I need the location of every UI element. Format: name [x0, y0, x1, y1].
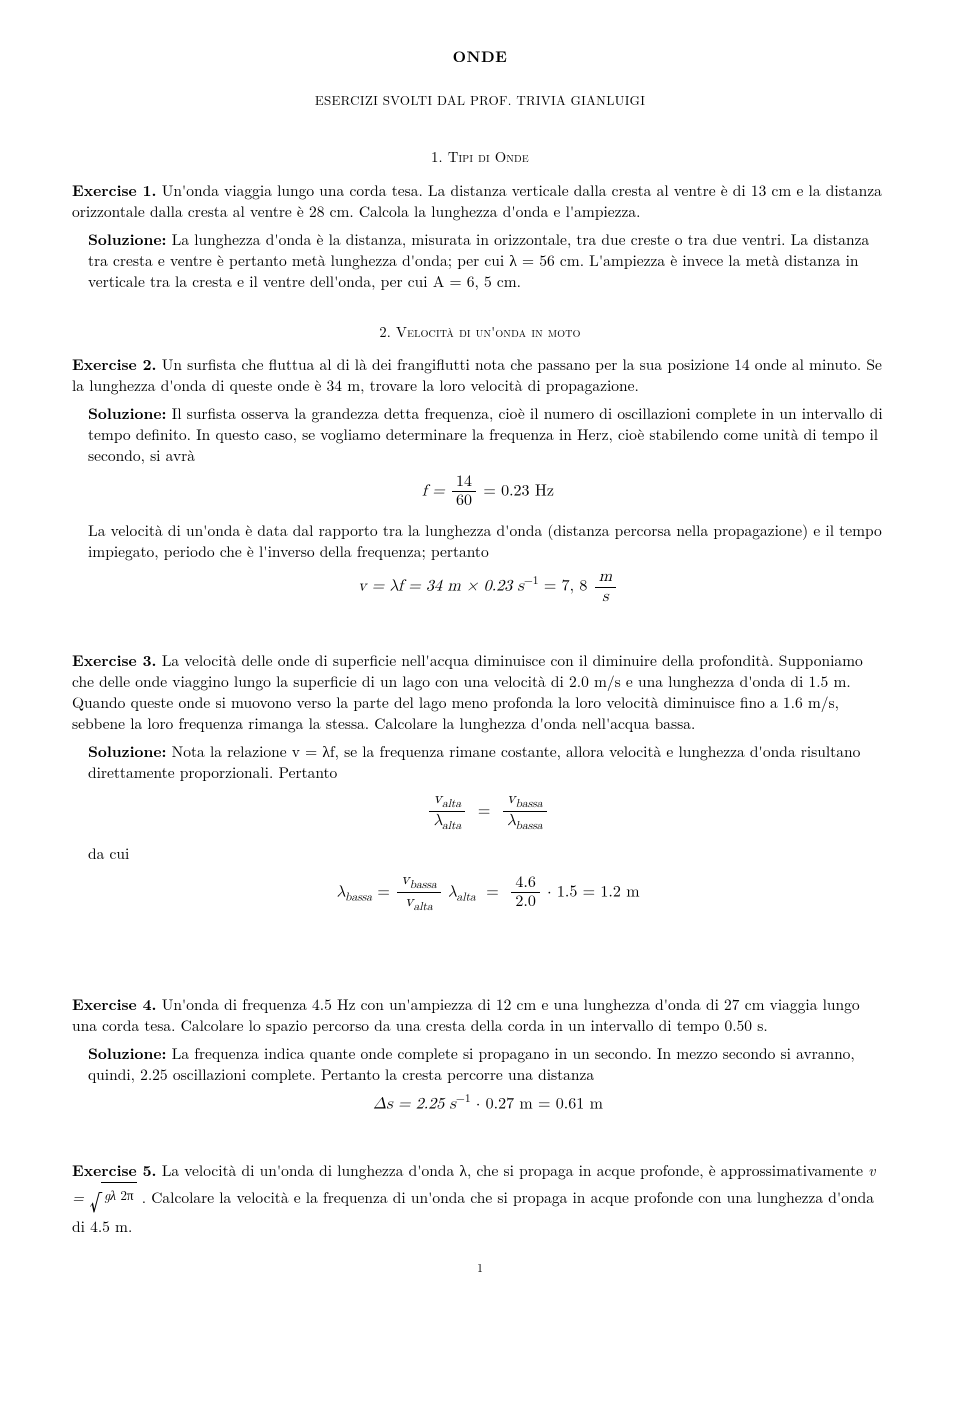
solution-3-p1: Nota la relazione v = λf, se la frequenz… [88, 741, 860, 783]
eq-den: 60 [452, 492, 476, 510]
solution-2-p1: Il surfista osserva la grandezza detta f… [88, 403, 883, 466]
exercise-2-text: Un surfista che fluttua al di là dei fra… [72, 354, 882, 396]
exercise-5-text-b: . Calcolare la velocità e la frequenza d… [72, 1187, 874, 1237]
page-number: 1 [72, 1260, 888, 1276]
equation-4: Δs = 2.25 s−1 · 0.27 m = 0.61 m [88, 1092, 888, 1116]
exercise-3: Exercise 3. La velocità delle onde di su… [72, 650, 888, 735]
solution-2: Soluzione: Il surfista osserva la grande… [72, 403, 888, 606]
eq2-num: m [595, 568, 616, 587]
exercise-3-label: Exercise 3. [72, 648, 157, 671]
eq32-lhs-sub: bassa [345, 892, 372, 903]
exercise-1-text: Un'onda viaggia lungo una corda tesa. La… [72, 180, 882, 222]
section-1-number: 1. [431, 147, 443, 167]
solution-1-text: La lunghezza d'onda è la distanza, misur… [88, 229, 869, 292]
eq31-lden-sub: alta [442, 821, 461, 832]
section-2-heading: 2. Velocità di un'onda in moto [72, 323, 888, 343]
eq4-b: · 0.27 m = 0.61 m [471, 1096, 603, 1112]
eq5-sqrt-den: 2π [120, 1185, 133, 1204]
equation-2-1: f = 14 60 = 0.23 Hz [88, 473, 888, 511]
solution-2-label: Soluzione: [88, 401, 166, 424]
section-2-number: 2. [379, 322, 391, 342]
eq-num: 14 [452, 473, 476, 492]
sqrt-icon: √ [89, 1183, 101, 1218]
solution-4-p1: La frequenza indica quante onde complete… [88, 1043, 855, 1085]
exercise-2: Exercise 2. Un surfista che fluttua al d… [72, 354, 888, 397]
solution-3: Soluzione: Nota la relazione v = λf, se … [72, 741, 888, 914]
exercise-3-text: La velocità delle onde di superficie nel… [72, 650, 863, 734]
eq32-lhs-sym: λ [336, 884, 345, 900]
equation-2-2: v = λf = 34 m × 0.23 s−1 = 7, 8 m s [88, 568, 888, 606]
exercise-4: Exercise 4. Un'onda di frequenza 4.5 Hz … [72, 994, 888, 1037]
exercise-2-label: Exercise 2. [72, 352, 157, 375]
eq31-lnum-sub: alta [442, 799, 461, 810]
eq31-lnum: v [434, 791, 442, 807]
eq32-f1n: v [401, 872, 409, 888]
solution-4-label: Soluzione: [88, 1041, 166, 1064]
section-2-title: Velocità di un'onda in moto [396, 322, 581, 342]
eq-lhs: f = [422, 483, 445, 499]
eq32-f1n-sub: bassa [410, 880, 437, 891]
eq31-rden-sub: bassa [516, 821, 543, 832]
solution-4: Soluzione: La frequenza indica quante on… [72, 1043, 888, 1116]
exercise-5-label: Exercise 5. [72, 1158, 157, 1181]
eq32-eq: = [377, 884, 395, 900]
eq31-rnum-sub: bassa [515, 799, 542, 810]
exercise-1-label: Exercise 1. [72, 178, 157, 201]
section-1-title: Tipi di Onde [448, 147, 529, 167]
eq32-f2d: 2.0 [511, 893, 539, 911]
eq2-exp: −1 [524, 576, 539, 587]
exercise-4-label: Exercise 4. [72, 992, 157, 1015]
exercise-1: Exercise 1. Un'onda viaggia lungo una co… [72, 180, 888, 223]
eq32-tail: · 1.5 = 1.2 m [547, 884, 639, 900]
eq32-mid-sub: alta [456, 892, 475, 903]
sqrt-expression: √ gλ 2π [89, 1182, 136, 1218]
eq2-b: = 7, 8 [539, 579, 593, 595]
document-author: ESERCIZI SVOLTI DAL PROF. TRIVIA GIANLUI… [72, 91, 888, 109]
exercise-4-text: Un'onda di frequenza 4.5 Hz con un'ampie… [72, 994, 860, 1036]
exercise-5-text-a: La velocità di un'onda di lunghezza d'on… [162, 1160, 869, 1181]
eq31-lden: λ [433, 813, 442, 829]
solution-1: Soluzione: La lunghezza d'onda è la dist… [72, 229, 888, 293]
solution-3-label: Soluzione: [88, 739, 166, 762]
eq32-f1d-sub: alta [413, 902, 432, 913]
exercise-5: Exercise 5. La velocità di un'onda di lu… [72, 1160, 888, 1238]
section-1-heading: 1. Tipi di Onde [72, 148, 888, 168]
eq32-f2n: 4.6 [511, 874, 539, 893]
eq2-a: v = λf = 34 m × 0.23 s [358, 579, 524, 595]
eq4-a: Δs = 2.25 s [373, 1096, 456, 1112]
eq-rhs: = 0.23 Hz [483, 483, 554, 499]
eq31-rden: λ [507, 813, 516, 829]
equation-3-1: valta λalta = vbassa λbassa [88, 790, 888, 834]
document-title: ONDE [72, 46, 888, 67]
eq4-exp: −1 [456, 1094, 471, 1105]
solution-1-label: Soluzione: [88, 227, 166, 250]
solution-2-p2: La velocità di un'onda è data dal rappor… [88, 521, 888, 563]
eq5-sqrt-num: gλ [104, 1185, 116, 1204]
da-cui: da cui [88, 844, 888, 865]
eq2-den: s [595, 588, 616, 606]
equation-3-2: λbassa = vbassa valta λalta = 4.6 2.0 · … [88, 871, 888, 915]
